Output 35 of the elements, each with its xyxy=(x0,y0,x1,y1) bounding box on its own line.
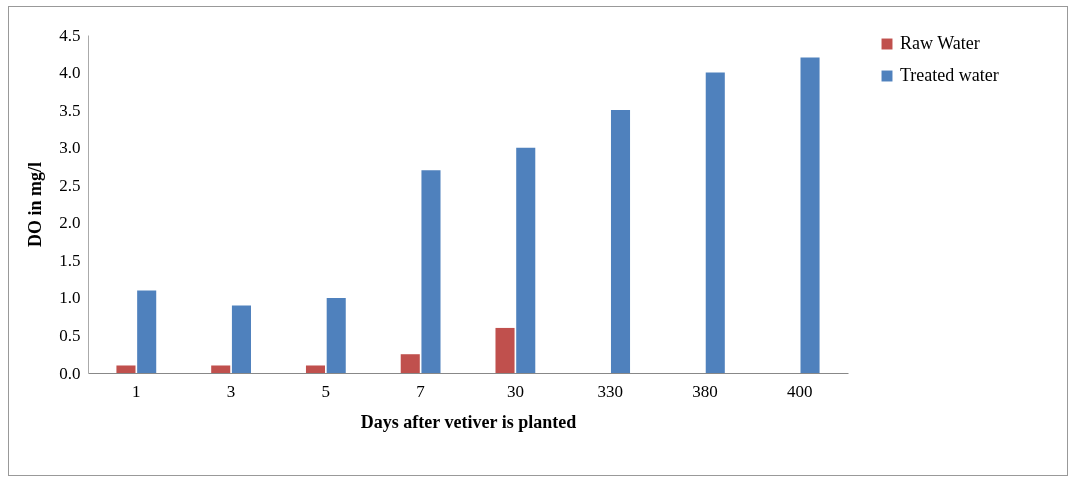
x-tick-label: 380 xyxy=(692,381,718,401)
y-tick-label: 0.0 xyxy=(59,363,81,383)
legend-label: Treated water xyxy=(900,65,999,85)
bar xyxy=(705,72,725,373)
y-tick-label: 1.0 xyxy=(59,288,81,308)
bar xyxy=(400,354,420,373)
x-tick-label: 30 xyxy=(506,381,524,401)
bar xyxy=(495,327,515,373)
legend-label: Raw Water xyxy=(900,33,980,53)
y-tick-label: 2.5 xyxy=(59,175,81,195)
x-tick-label: 400 xyxy=(786,381,813,401)
y-tick-label: 4.0 xyxy=(59,63,81,83)
x-tick-label: 3 xyxy=(226,381,236,401)
x-tick-label: 330 xyxy=(597,381,623,401)
bar xyxy=(116,365,136,373)
bar xyxy=(231,305,251,373)
bar xyxy=(305,365,326,373)
y-tick-label: 3.5 xyxy=(59,100,81,120)
y-tick-label: 1.5 xyxy=(59,250,81,270)
x-tick-label: 1 xyxy=(132,381,141,401)
y-tick-label: 0.5 xyxy=(59,325,81,345)
y-tick-label: 3.0 xyxy=(59,138,81,158)
y-axis-title: DO in mg/l xyxy=(25,161,46,248)
x-axis-title: Days after vetiver is planted xyxy=(360,411,577,432)
x-tick-label: 7 xyxy=(416,381,426,401)
bar xyxy=(610,110,631,373)
bar xyxy=(800,57,820,373)
y-tick-label: 4.5 xyxy=(59,25,81,45)
x-tick-label: 5 xyxy=(321,381,331,401)
bar xyxy=(137,290,157,373)
bar xyxy=(421,170,441,373)
bar xyxy=(326,297,346,373)
y-tick-label: 2.0 xyxy=(59,213,81,233)
bar xyxy=(516,147,536,373)
bar xyxy=(211,365,231,373)
